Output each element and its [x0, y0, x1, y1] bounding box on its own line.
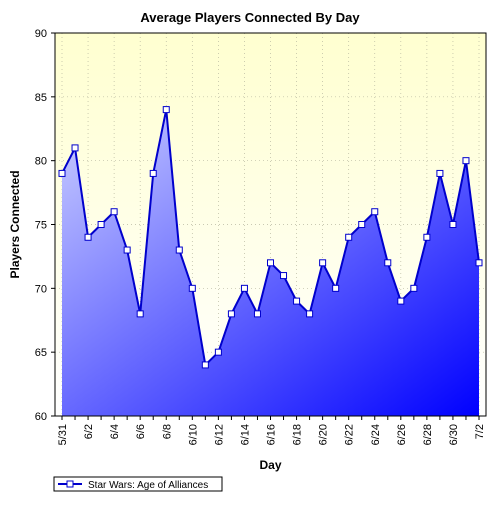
data-point-6/10 [188, 284, 196, 292]
x-tick-label: 7/2 [474, 424, 486, 439]
x-tick-label: 6/22 [344, 424, 356, 445]
data-point-6/5 [123, 246, 131, 254]
chart-title: Average Players Connected By Day [140, 10, 360, 25]
legend-swatch-marker [66, 480, 74, 488]
x-tick-label: 6/28 [422, 424, 434, 445]
data-point-6/22 [345, 233, 353, 241]
x-tick-label: 6/16 [266, 424, 278, 445]
data-point-6/14 [240, 284, 248, 292]
x-tick-label: 6/4 [109, 424, 121, 439]
data-point-6/29 [436, 169, 444, 177]
y-tick-label: 70 [35, 283, 47, 295]
x-axis: 5/31 6/2 6/4 6/6 6/8 6/10 6/12 6/14 6/16 6/18 6/20… [57, 416, 486, 445]
data-point-7/1 [462, 157, 470, 165]
y-axis: 60 65 70 75 80 85 90 [35, 28, 55, 423]
data-point-6/7 [149, 169, 157, 177]
legend-box [53, 476, 223, 492]
x-tick-label: 6/6 [135, 424, 147, 439]
x-tick-label: 6/18 [292, 424, 304, 445]
y-tick-label: 75 [35, 220, 47, 232]
data-point-6/4 [110, 208, 118, 216]
x-tick-label: 6/30 [448, 424, 460, 445]
x-tick-label: 6/20 [318, 424, 330, 445]
data-point-7/2 [475, 259, 483, 267]
data-point-6/6 [136, 310, 144, 318]
data-point-6/2 [84, 233, 92, 241]
data-point-6/17 [280, 272, 288, 280]
data-point-6/16 [267, 259, 274, 267]
data-point-6/30 [449, 221, 457, 228]
x-tick-label: 5/31 [57, 424, 69, 445]
legend-label: Star Wars: Age of Alliances [88, 480, 208, 491]
data-point-6/9 [175, 246, 183, 254]
data-point-6/26 [397, 297, 405, 305]
data-point-6/28 [423, 233, 431, 241]
data-point-6/15 [253, 310, 261, 318]
legend: Star Wars: Age of Alliances [53, 476, 223, 492]
y-axis-label: Players Connected [8, 170, 22, 278]
series-markers [58, 106, 483, 369]
data-point-6/3 [97, 221, 105, 228]
y-tick-label: 65 [35, 347, 47, 359]
data-point-5/31 [58, 169, 66, 177]
x-tick-label: 6/12 [213, 424, 225, 445]
y-tick-label: 80 [35, 156, 47, 168]
data-point-6/11 [201, 361, 209, 369]
x-tick-label: 6/8 [161, 424, 173, 439]
x-tick-label: 6/10 [187, 424, 199, 445]
data-point-6/13 [227, 310, 235, 318]
data-point-6/8 [162, 106, 170, 114]
x-tick-label: 6/14 [239, 424, 251, 445]
y-tick-label: 60 [35, 411, 47, 423]
x-tick-label: 6/24 [370, 424, 382, 445]
y-tick-label: 85 [35, 92, 47, 104]
data-point-6/18 [293, 297, 301, 305]
x-axis-label: Day [259, 458, 281, 472]
data-point-6/25 [384, 259, 392, 267]
x-tick-label: 6/2 [83, 424, 95, 439]
data-point-6/27 [410, 284, 418, 292]
y-tick-label: 90 [35, 28, 47, 40]
data-point-6/21 [332, 284, 340, 292]
data-point-6/12 [214, 348, 222, 356]
data-point-6/19 [306, 310, 314, 318]
data-point-6/24 [371, 208, 379, 216]
data-point-6/23 [358, 221, 366, 228]
x-tick-label: 6/26 [396, 424, 408, 445]
data-point-6/20 [319, 259, 327, 267]
data-point-6/1 [71, 144, 79, 152]
